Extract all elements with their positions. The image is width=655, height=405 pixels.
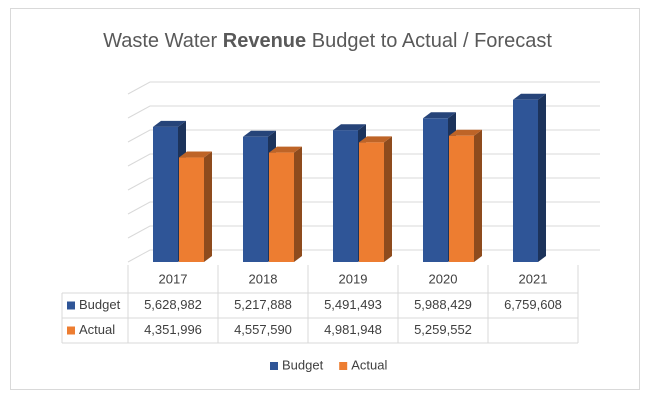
bar <box>153 126 178 262</box>
bar-side <box>294 146 302 262</box>
table-cell: 5,628,982 <box>144 297 202 312</box>
grid-line <box>127 105 600 119</box>
bar <box>513 99 538 262</box>
table-cell: 5,217,888 <box>234 297 292 312</box>
bar-top <box>153 120 186 127</box>
table-cell: 5,259,552 <box>414 322 472 337</box>
table-legend-key <box>67 326 75 335</box>
table-row-label: Actual <box>79 322 115 337</box>
table-cell: 4,981,948 <box>324 322 382 337</box>
legend-label: Actual <box>351 357 387 372</box>
grid-line <box>127 81 600 95</box>
table-header: 2020 <box>429 271 458 286</box>
bar-top <box>243 130 276 137</box>
legend-label: Budget <box>282 357 324 372</box>
bar-side <box>204 151 212 262</box>
chart-title: Waste Water Revenue Budget to Actual / For… <box>0 30 655 53</box>
bar-side <box>538 93 546 262</box>
table-header: 2017 <box>159 271 188 286</box>
bar-top <box>359 136 392 143</box>
table-cell: 4,557,590 <box>234 322 292 337</box>
title-part: Revenue <box>222 30 307 52</box>
table-legend-key <box>67 301 75 310</box>
bar-top <box>423 112 456 119</box>
table-cell: 5,988,429 <box>414 297 472 312</box>
table-cell: 4,351,996 <box>144 322 202 337</box>
bar-top <box>179 151 212 158</box>
bar <box>449 135 474 262</box>
bar <box>359 142 384 262</box>
bar <box>179 157 204 262</box>
table-cell: 5,491,493 <box>324 297 382 312</box>
bar-top <box>333 124 366 131</box>
bar <box>333 130 358 262</box>
legend-key <box>270 362 278 370</box>
table-cell: 6,759,608 <box>504 297 562 312</box>
legend-key <box>339 362 348 370</box>
table-row-label: Budget <box>79 297 121 312</box>
bar-top <box>513 93 546 100</box>
table-header: 2018 <box>249 271 278 286</box>
bar <box>243 136 268 262</box>
bar-top <box>449 129 482 136</box>
table-header: 2019 <box>339 271 368 286</box>
bar-side <box>474 129 482 262</box>
bar <box>423 118 448 262</box>
bar <box>269 152 294 262</box>
title-part: Budget to Actual / Forecast <box>311 30 552 52</box>
bar-top <box>269 146 302 153</box>
table-header: 2021 <box>519 271 548 286</box>
title-part: Waste Water <box>103 30 218 52</box>
bar-side <box>384 136 392 262</box>
chart-border <box>10 8 640 390</box>
